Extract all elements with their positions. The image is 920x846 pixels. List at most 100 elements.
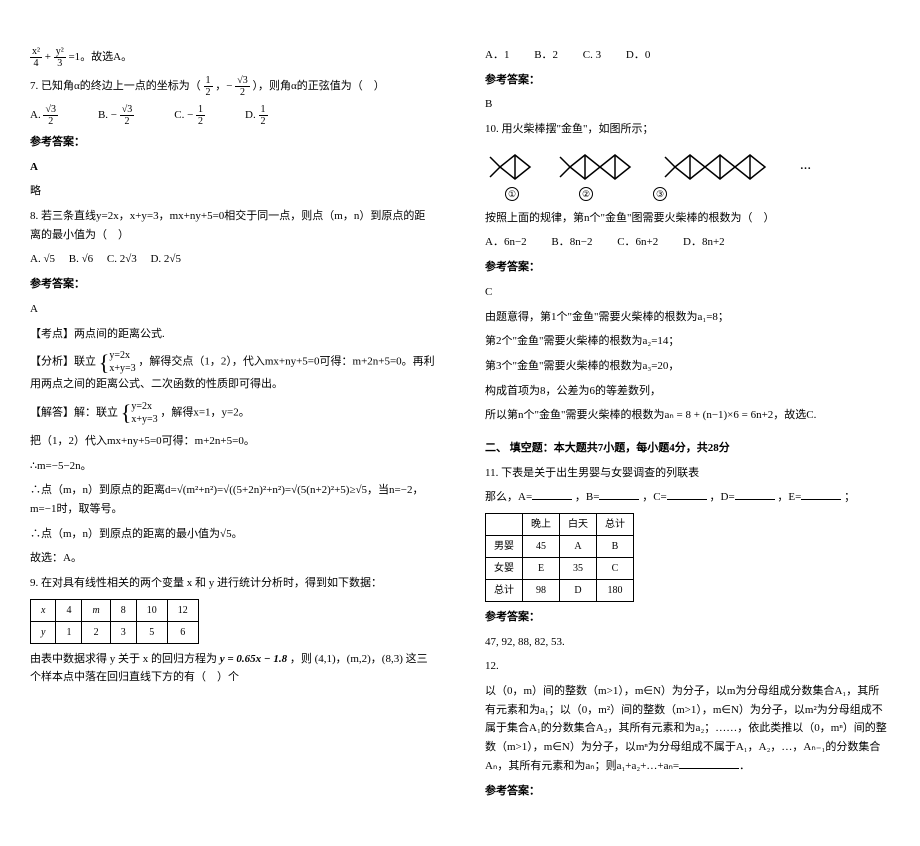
cell: 2: [82, 621, 110, 643]
table-row: 总计 98 D 180: [486, 580, 634, 602]
cell: 3: [110, 621, 136, 643]
cell: 晚上: [523, 514, 560, 536]
q7-mid: ，−: [215, 80, 232, 92]
cell: B: [597, 536, 634, 558]
q7-choice-c: C. − 12: [174, 104, 205, 127]
cell: 98: [523, 580, 560, 602]
q9-line: 由表中数据求得 y 关于 x 的回归方程为 y = 0.65x − 1.8 ，则…: [30, 650, 435, 687]
table-row: 男婴 45 A B: [486, 536, 634, 558]
q11-blanks: 那么，A= ，B= ，C= ，D= ，E= ；: [485, 488, 890, 507]
blank-c: [667, 489, 707, 500]
cell: 12: [167, 599, 198, 621]
q7-text: 7. 已知角α的终边上一点的坐标为（ 12 ，− √32 ），则角α的正弦值为（…: [30, 75, 435, 98]
q11-b-label: ，B=: [575, 491, 600, 503]
matchstick-fish-diagram: … ① ② ③: [485, 147, 890, 201]
q11-c-label: ，C=: [642, 491, 667, 503]
answer-label-6: 参考答案：: [485, 782, 890, 801]
cell: D: [560, 580, 597, 602]
q7-choices: A. √32 B. − √32 C. − 12 D. 12: [30, 104, 435, 127]
cell: 白天: [560, 514, 597, 536]
q9r-c: C. 3: [583, 49, 601, 61]
table-row: 女婴 E 35 C: [486, 558, 634, 580]
q10-line: 按照上面的规律，第n个"金鱼"图需要火柴棒的根数为（ ）: [485, 209, 890, 228]
q8-answer: A: [30, 300, 435, 319]
blank-a: [532, 489, 572, 500]
q9-table: x 4 m 8 10 12 y 1 2 3 5 6: [30, 599, 199, 644]
blank-d: [735, 489, 775, 500]
q11-table: 晚上 白天 总计 男婴 45 A B 女婴 E 35 C 总计 98 D 180: [485, 513, 634, 602]
cell: 10: [136, 599, 167, 621]
cell-x: x: [31, 599, 56, 621]
q10-e4: 构成首项为8，公差为6的等差数列，: [485, 382, 890, 401]
cell: 6: [167, 621, 198, 643]
cell: 女婴: [486, 558, 523, 580]
blank-b: [599, 489, 639, 500]
q7-choice-a: A. √32: [30, 104, 58, 127]
q8-sol3: 把（1，2）代入mx+ny+5=0可得：m+2n+5=0。: [30, 432, 435, 451]
table-row: y 1 2 3 5 6: [31, 621, 199, 643]
right-column: A．1 B．2 C. 3 D．0 参考答案： B 10. 用火柴棒摆"金鱼"，如…: [485, 40, 890, 806]
q12-body: 以（0，m）间的整数（m>1），m∈N）为分子，以m为分母组成分数集合A₁，其所…: [485, 682, 890, 775]
fish-label-1: ①: [505, 187, 519, 201]
q9-answer: B: [485, 95, 890, 114]
q8-sol5: ∴点（m，n）到原点的距离d=√(m²+n²)=√((5+2n)²+n²)=√(…: [30, 481, 435, 518]
q8-sol6: ∴点（m，n）到原点的距离的最小值为√5。: [30, 525, 435, 544]
q10-b: B．8n−2: [551, 236, 592, 248]
cell: 45: [523, 536, 560, 558]
q9-line-pre: 由表中数据求得 y 关于 x 的回归方程为: [30, 653, 217, 665]
q9r-a: A．1: [485, 49, 509, 61]
q11-text: 11. 下表是关于出生男婴与女婴调查的列联表: [485, 464, 890, 483]
q8-analysis: 【分析】联立 {y=2xx+y=3 ，解得交点（1，2），代入mx+ny+5=0…: [30, 349, 435, 394]
fish-1-icon: [485, 147, 545, 187]
answer-label-4: 参考答案：: [485, 258, 890, 277]
q9-regression-eq: y = 0.65x − 1.8: [220, 653, 287, 665]
left-column: x²4 + y²3 =1。故选A。 7. 已知角α的终边上一点的坐标为（ 12 …: [30, 40, 435, 806]
q10-d: D．8n+2: [683, 236, 725, 248]
q10-a: A．6n−2: [485, 236, 527, 248]
cell: 男婴: [486, 536, 523, 558]
cell: [486, 514, 523, 536]
q8-sol2: ，解得x=1，y=2。: [160, 406, 249, 418]
q9-text: 9. 在对具有线性相关的两个变量 x 和 y 进行统计分析时，得到如下数据：: [30, 574, 435, 593]
q8-choice-c: C. 2√3: [107, 253, 137, 265]
cell: 4: [56, 599, 82, 621]
q8-text: 8. 若三条直线y=2x，x+y=3，mx+ny+5=0相交于同一点，则点（m，…: [30, 207, 435, 244]
q10-c: C．6n+2: [617, 236, 658, 248]
q7-frac-1-2: 12: [204, 75, 213, 98]
q11-a-label: 那么，A=: [485, 491, 532, 503]
answer-label-5: 参考答案：: [485, 608, 890, 627]
cell-y: y: [31, 621, 56, 643]
q12-dot: ．: [739, 760, 750, 772]
cell: 总计: [486, 580, 523, 602]
eq-rhs: =1: [68, 51, 80, 63]
ellipsis-icon: …: [800, 157, 811, 176]
q8-choice-b: B. √6: [69, 253, 93, 265]
frac-y2-3: y²3: [54, 46, 66, 69]
answer-label-3: 参考答案：: [485, 71, 890, 90]
q7-tail: ），则角α的正弦值为（ ）: [252, 80, 384, 92]
answer-label-2: 参考答案：: [30, 275, 435, 294]
fish-label-2: ②: [579, 187, 593, 201]
fish-3-icon: [660, 147, 790, 187]
q8-sol1-pre: 【解答】解：联立: [30, 406, 118, 418]
brace-icon-2: {: [121, 407, 132, 418]
q7-frac-sqrt3-2: √32: [235, 75, 250, 98]
cell: 35: [560, 558, 597, 580]
q10-e2: 第2个"金鱼"需要火柴棒的根数为a₂=14；: [485, 332, 890, 351]
q11-d-label: ，D=: [710, 491, 735, 503]
q12-blank: [679, 758, 739, 769]
cell: m: [82, 599, 110, 621]
q8-sol7: 故选：A。: [30, 549, 435, 568]
q10-answer: C: [485, 283, 890, 302]
q11-e-label: ，E=: [777, 491, 801, 503]
fish-label-3: ③: [653, 187, 667, 201]
cell: 180: [597, 580, 634, 602]
section-2-heading: 二、 填空题：本大题共7小题，每小题4分，共28分: [485, 439, 890, 458]
q8-choices: A. √5 B. √6 C. 2√3 D. 2√5: [30, 250, 435, 269]
q7-stem: 7. 已知角α的终边上一点的坐标为（: [30, 80, 201, 92]
q7-note: 略: [30, 182, 435, 201]
q10-choices: A．6n−2 B．8n−2 C．6n+2 D．8n+2: [485, 233, 890, 252]
q11-end: ；: [844, 491, 855, 503]
eq-system-1: y=2xx+y=3: [109, 349, 135, 375]
cell: E: [523, 558, 560, 580]
